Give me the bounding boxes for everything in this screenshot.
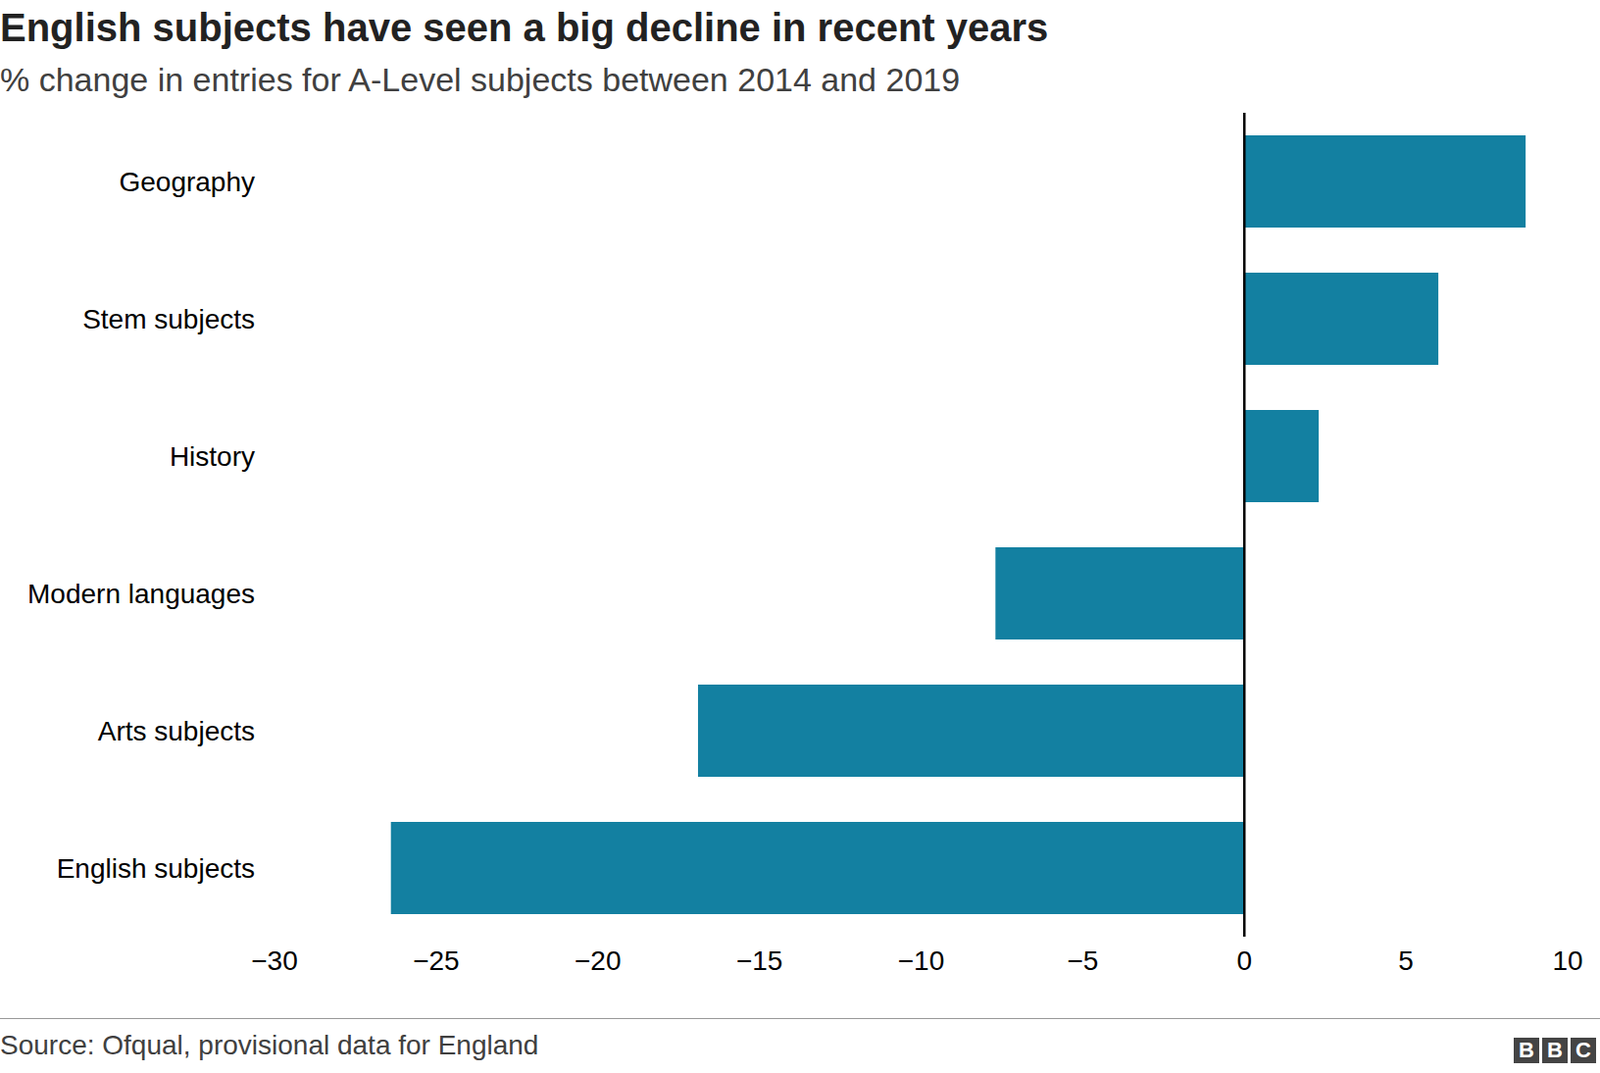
html-text:English subjects have seen a b: English subjects have seen a big decline… bbox=[0, 5, 1049, 50]
svg-text:−25: −25 bbox=[412, 945, 460, 976]
svg-text:Modern languages: Modern languages bbox=[27, 578, 255, 609]
html-text:B: B bbox=[1518, 1037, 1535, 1062]
html-text:C: C bbox=[1575, 1037, 1592, 1062]
svg-text:10: 10 bbox=[1551, 945, 1583, 976]
svg-text:0: 0 bbox=[1236, 945, 1252, 976]
svg-text:−5: −5 bbox=[1066, 945, 1099, 976]
svg-text:History: History bbox=[169, 441, 255, 472]
svg-text:−10: −10 bbox=[898, 945, 946, 976]
html-text:B: B bbox=[1547, 1037, 1563, 1062]
svg-text:Stem subjects: Stem subjects bbox=[82, 303, 255, 335]
svg-text:−15: −15 bbox=[736, 945, 784, 976]
svg-text:Geography: Geography bbox=[118, 166, 255, 198]
svg-text:−30: −30 bbox=[250, 945, 299, 976]
html-text:Source: Ofqual, provisional da: Source: Ofqual, provisional data for Eng… bbox=[0, 1029, 539, 1060]
svg-text:English subjects: English subjects bbox=[56, 852, 255, 884]
svg-text:5: 5 bbox=[1398, 945, 1414, 976]
html-text:% change in entries for A-Leve: % change in entries for A-Level subjects… bbox=[0, 60, 960, 99]
svg-text:−20: −20 bbox=[574, 945, 622, 976]
svg-text:Arts subjects: Arts subjects bbox=[98, 715, 255, 747]
